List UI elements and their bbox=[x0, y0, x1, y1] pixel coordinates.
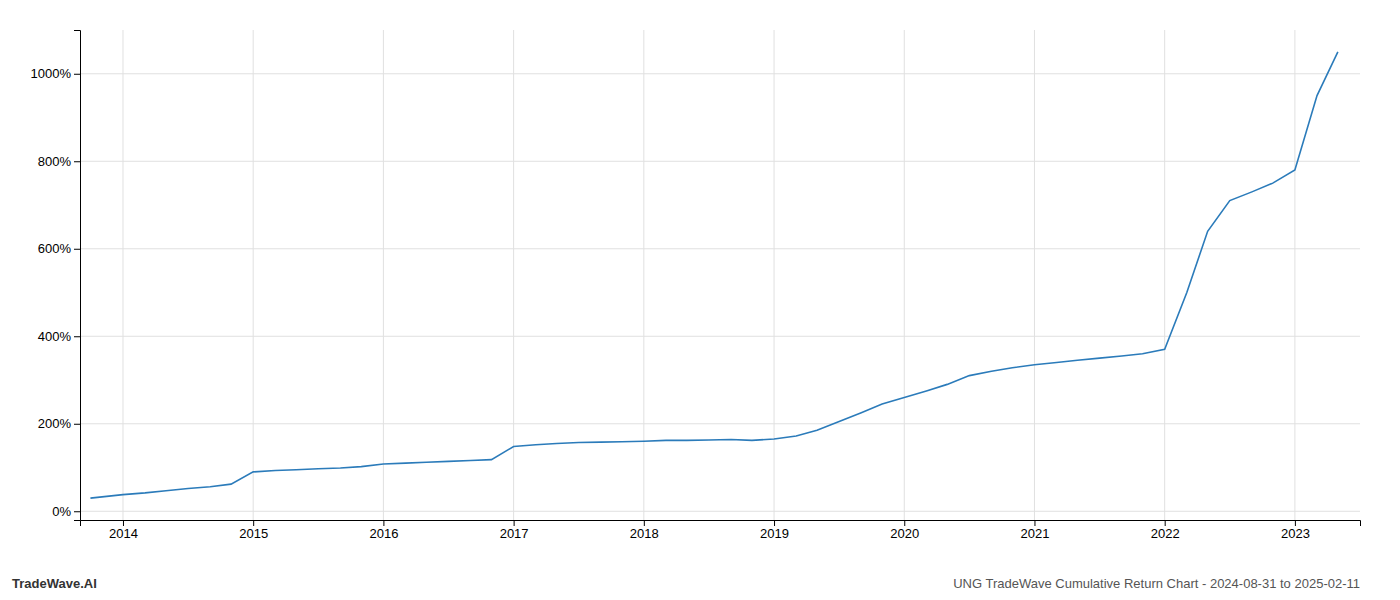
x-axis: 2014 2015 2016 2017 2018 2019 2020 2021 2022 2023 bbox=[81, 520, 1361, 541]
x-tick-label: 2014 bbox=[109, 526, 138, 541]
x-tick-mark bbox=[514, 520, 515, 526]
y-tick: 600% bbox=[38, 241, 80, 256]
x-tick-mark bbox=[1165, 520, 1166, 526]
y-tick-label: 0% bbox=[52, 504, 71, 519]
watermark: TradeWave.AI bbox=[12, 576, 97, 591]
y-tick-label: 800% bbox=[38, 154, 72, 169]
x-tick-label: 2017 bbox=[500, 526, 529, 541]
y-axis: 0% 200% 400% 600% 800% 1000% bbox=[31, 31, 81, 521]
y-tick-mark bbox=[74, 424, 80, 425]
x-tick-mark bbox=[774, 520, 775, 526]
grid-line-x bbox=[904, 30, 905, 520]
grid-line-x bbox=[1294, 30, 1295, 520]
x-tick-mark bbox=[253, 520, 254, 526]
y-tick-mark bbox=[74, 249, 80, 250]
grid-line-y bbox=[80, 423, 1360, 424]
grid bbox=[80, 30, 1360, 520]
x-tick-mark bbox=[1034, 520, 1035, 526]
x-tick: 2019 bbox=[760, 520, 789, 541]
x-tick-label: 2018 bbox=[630, 526, 659, 541]
x-tick: 2022 bbox=[1151, 520, 1180, 541]
x-tick-mark bbox=[644, 520, 645, 526]
y-tick-label: 1000% bbox=[31, 66, 72, 81]
grid-line-x bbox=[122, 30, 123, 520]
marks bbox=[90, 52, 1337, 498]
x-tick-mark bbox=[904, 520, 905, 526]
grid-line-y bbox=[80, 248, 1360, 249]
title: UNG TradeWave Cumulative Return Chart - … bbox=[953, 576, 1360, 591]
grid-line-x bbox=[774, 30, 775, 520]
x-tick: 2018 bbox=[630, 520, 659, 541]
y-tick-label: 400% bbox=[38, 329, 72, 344]
grid-line-x bbox=[643, 30, 644, 520]
grid-line-x bbox=[253, 30, 254, 520]
y-tick-label: 600% bbox=[38, 241, 72, 256]
y-tick-mark bbox=[74, 74, 80, 75]
grid-line-x bbox=[1034, 30, 1035, 520]
x-tick-label: 2015 bbox=[239, 526, 268, 541]
x-tick-mark bbox=[123, 520, 124, 526]
y-tick-label: 200% bbox=[38, 416, 72, 431]
y-tick: 200% bbox=[38, 416, 80, 431]
x-tick: 2014 bbox=[109, 520, 138, 541]
x-axis-line bbox=[81, 521, 1361, 527]
x-tick: 2015 bbox=[239, 520, 268, 541]
x-tick-mark bbox=[1295, 520, 1296, 526]
y-tick-mark bbox=[74, 511, 80, 512]
grid-line-x bbox=[383, 30, 384, 520]
grid-line-y bbox=[80, 73, 1360, 74]
x-tick: 2023 bbox=[1281, 520, 1310, 541]
x-tick-label: 2016 bbox=[369, 526, 398, 541]
x-tick: 2021 bbox=[1021, 520, 1050, 541]
x-tick-label: 2021 bbox=[1021, 526, 1050, 541]
y-tick-mark bbox=[74, 161, 80, 162]
y-axis-line bbox=[74, 31, 81, 521]
line bbox=[90, 52, 1337, 498]
grid-line-y bbox=[80, 161, 1360, 162]
y-tick: 0% bbox=[52, 504, 80, 519]
y-tick: 800% bbox=[38, 154, 80, 169]
y-tick: 1000% bbox=[31, 66, 80, 81]
x-tick: 2016 bbox=[369, 520, 398, 541]
x-tick-mark bbox=[383, 520, 384, 526]
y-tick: 400% bbox=[38, 329, 80, 344]
plot-area: 2014 2015 2016 2017 2018 2019 2020 2021 2022 2023… bbox=[31, 30, 1361, 541]
x-tick: 2020 bbox=[890, 520, 919, 541]
y-tick-mark bbox=[74, 336, 80, 337]
grid-line-x bbox=[1164, 30, 1165, 520]
chart: 2014 2015 2016 2017 2018 2019 2020 2021 2022 2023… bbox=[0, 0, 1400, 600]
x-tick-label: 2019 bbox=[760, 526, 789, 541]
x-tick-label: 2023 bbox=[1281, 526, 1310, 541]
x-tick-label: 2020 bbox=[890, 526, 919, 541]
x-tick-label: 2022 bbox=[1151, 526, 1180, 541]
x-tick: 2017 bbox=[500, 520, 529, 541]
grid-line-y bbox=[80, 336, 1360, 337]
grid-line-y bbox=[80, 511, 1360, 512]
